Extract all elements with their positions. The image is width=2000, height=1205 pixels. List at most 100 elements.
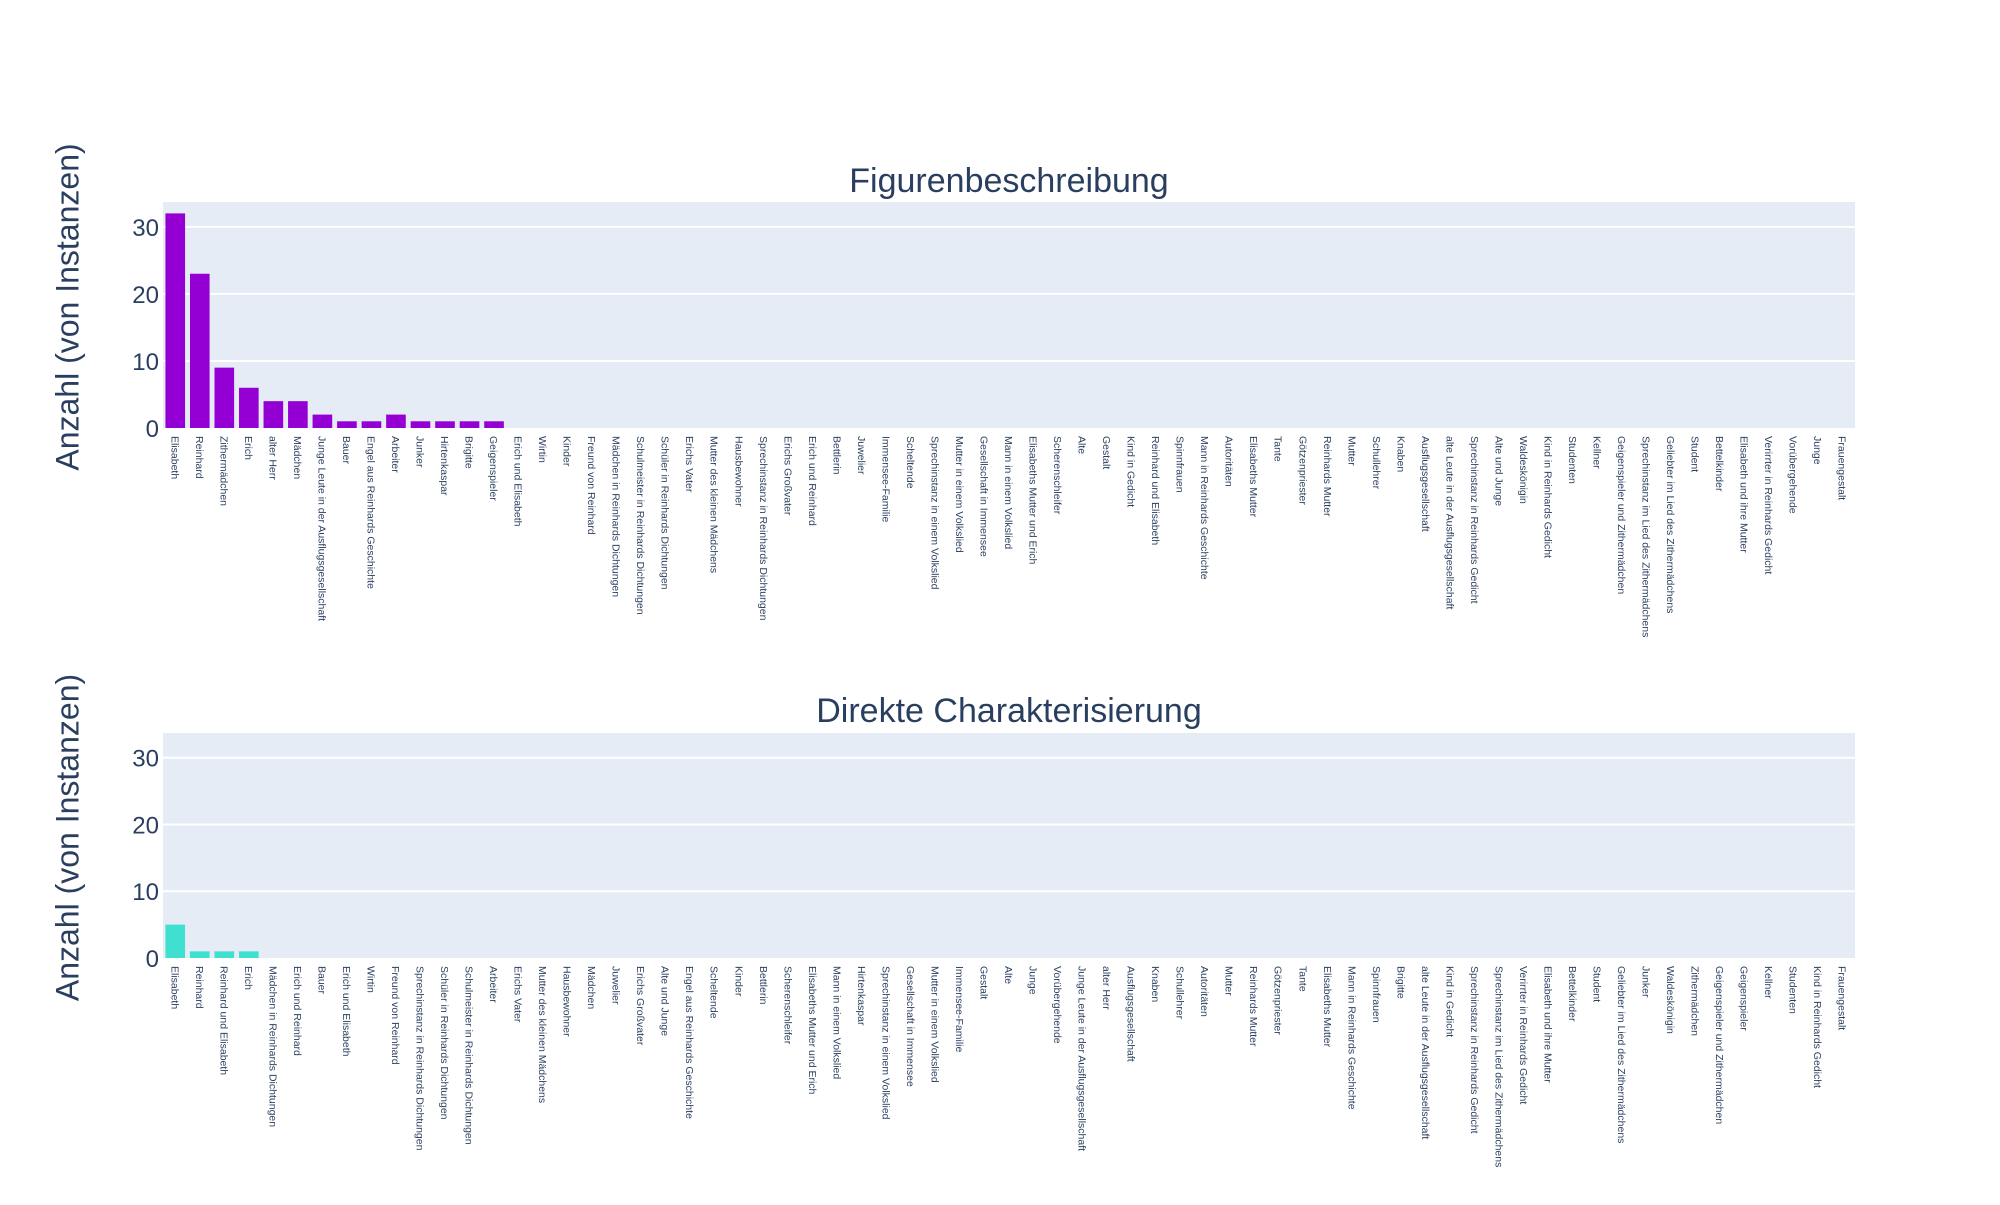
x-tick-label: Immensee-Familie [953, 966, 965, 1053]
bar[interactable] [410, 421, 431, 428]
x-tick-label: Vorübergehende [1051, 966, 1063, 1044]
x-tick-label: Schulmeister in Reinhards Dichtungen [634, 436, 646, 615]
x-tick-label: Bauer [340, 436, 352, 465]
x-tick-label: Götzenpriester [1272, 966, 1284, 1035]
x-tick-label: Bettelkinder [1566, 966, 1578, 1022]
x-tick-label: Mann in Reinhards Geschichte [1345, 966, 1357, 1110]
x-tick-label: Zithermädchen [217, 436, 229, 506]
bar[interactable] [435, 421, 455, 428]
x-tick-label: Scheltende [904, 436, 916, 489]
x-tick-label: Freund von Reinhard [389, 966, 401, 1065]
x-tick-label: Mutter [1345, 436, 1357, 466]
x-tick-label: Reinhard und Elisabeth [1149, 436, 1161, 545]
x-tick-label: Freund von Reinhard [585, 436, 597, 535]
bar[interactable] [337, 421, 357, 428]
x-tick-label: Frauengestalt [1836, 436, 1848, 500]
x-tick-label: Sprechinstanz in Reinhards Dichtungen [413, 966, 425, 1151]
x-tick-label: Sprechinstanz in einem Volkslied [879, 966, 891, 1120]
x-tick-label: Mutter des kleinen Mädchens [708, 436, 720, 573]
x-tick-label: Sprechinstanz im Lied des Zithermädchens [1492, 966, 1504, 1167]
bar[interactable] [239, 951, 259, 958]
x-tick-label: Kind in Gedicht [1443, 966, 1455, 1037]
x-tick-label: Sprechinstanz im Lied des Zithermädchens [1640, 436, 1652, 637]
x-tick-label: Junge [1027, 966, 1039, 995]
bar[interactable] [239, 387, 259, 428]
bar[interactable] [386, 414, 406, 428]
x-tick-label: Hirtenkaspar [438, 436, 450, 496]
x-tick-label: Bettlerin [757, 966, 769, 1005]
x-tick-label: Bettelkinder [1713, 436, 1725, 492]
x-tick-label: Brigitte [463, 436, 475, 469]
x-tick-label: Sprechinstanz in einem Volkslied [928, 436, 940, 590]
x-tick-label: Geigenspieler [487, 436, 499, 501]
x-tick-label: alter Herr [1100, 966, 1112, 1010]
x-tick-label: Reinhard [193, 966, 205, 1009]
x-tick-label: Gestalt [1100, 436, 1112, 469]
x-tick-label: Erich [242, 436, 254, 460]
bar[interactable] [361, 421, 382, 428]
plot-background [163, 733, 1855, 958]
y-tick-label: 20 [132, 282, 159, 309]
bar[interactable] [165, 213, 186, 428]
x-tick-label: Hausbewohner [732, 436, 744, 507]
x-tick-label: Studenten [1787, 966, 1799, 1014]
x-tick-label: Junker [1640, 966, 1652, 998]
bar[interactable] [214, 367, 235, 428]
x-tick-label: Mutter des kleinen Mädchens [536, 966, 548, 1103]
x-tick-label: Junge Leute in der Ausflugsgesellschaft [315, 436, 327, 621]
x-tick-label: Gesellschaft in Immensee [904, 966, 916, 1087]
x-tick-label: Immensee-Familie [879, 436, 891, 523]
x-tick-label: Bauer [315, 966, 327, 995]
x-tick-label: Kind in Gedicht [1125, 436, 1137, 507]
x-tick-label: Waldeskönigin [1517, 436, 1529, 504]
bar[interactable] [312, 414, 333, 428]
x-tick-label: Alte und Junge [1492, 436, 1504, 506]
x-tick-label: Mann in einem Volkslied [1002, 436, 1014, 549]
x-tick-label: Kellner [1591, 436, 1603, 469]
x-tick-label: Elisabeth [168, 436, 180, 479]
y-axis-label: Anzahl (von Instanzen) [49, 143, 85, 470]
bar[interactable] [484, 421, 504, 428]
x-tick-label: Elisabeths Mutter und Erich [806, 966, 818, 1095]
x-tick-label: Mädchen [585, 966, 597, 1009]
x-tick-label: Alte [1002, 966, 1014, 984]
x-tick-label: Engel aus Reinhards Geschichte [683, 966, 695, 1119]
x-tick-label: Kellner [1762, 966, 1774, 999]
bar[interactable] [263, 401, 284, 428]
x-tick-label: Vorübergehende [1787, 436, 1799, 514]
bar[interactable] [189, 273, 210, 428]
x-tick-label: Reinhards Mutter [1247, 966, 1259, 1047]
x-tick-label: Wirtin [364, 966, 376, 993]
x-tick-label: Schullehrer [1174, 966, 1186, 1020]
x-tick-label: Juwelier [855, 436, 867, 475]
bar[interactable] [288, 401, 308, 428]
x-tick-label: Sprechinstanz in Reinhards Gedicht [1468, 436, 1480, 604]
x-tick-label: Juwelier [610, 966, 622, 1005]
y-tick-label: 0 [146, 946, 159, 973]
x-tick-label: Mutter in einem Volkslied [953, 436, 965, 553]
x-tick-label: Mutter in einem Volkslied [928, 966, 940, 1083]
bar[interactable] [459, 421, 480, 428]
y-tick-label: 0 [146, 416, 159, 443]
x-tick-label: Hirtenkaspar [855, 966, 867, 1026]
x-tick-label: Reinhard und Elisabeth [217, 966, 229, 1075]
x-tick-label: Alte [1076, 436, 1088, 454]
x-tick-label: Erich und Reinhard [291, 966, 303, 1056]
x-tick-label: Spinnfrauen [1370, 966, 1382, 1023]
x-tick-label: Elisabeths Mutter [1247, 436, 1259, 518]
y-tick-label: 30 [132, 215, 159, 242]
x-tick-label: Verirrter in Reinhards Gedicht [1762, 436, 1774, 574]
x-tick-label: Geigenspieler [1738, 966, 1750, 1031]
bar[interactable] [165, 924, 186, 958]
bar[interactable] [214, 951, 235, 958]
x-tick-label: Scherenschleifer [781, 966, 793, 1045]
bar[interactable] [189, 951, 210, 958]
chart-title: Figurenbeschreibung [849, 162, 1168, 200]
chart-panel-2: 0 10 20 30 Elisabeth Reinhard Reinhard und Eli… [49, 674, 1855, 1167]
y-tick-label: 20 [132, 812, 159, 839]
x-tick-label: Gestalt [977, 966, 989, 999]
y-tick-label: 30 [132, 746, 159, 773]
x-tick-label: Scheltende [708, 966, 720, 1019]
